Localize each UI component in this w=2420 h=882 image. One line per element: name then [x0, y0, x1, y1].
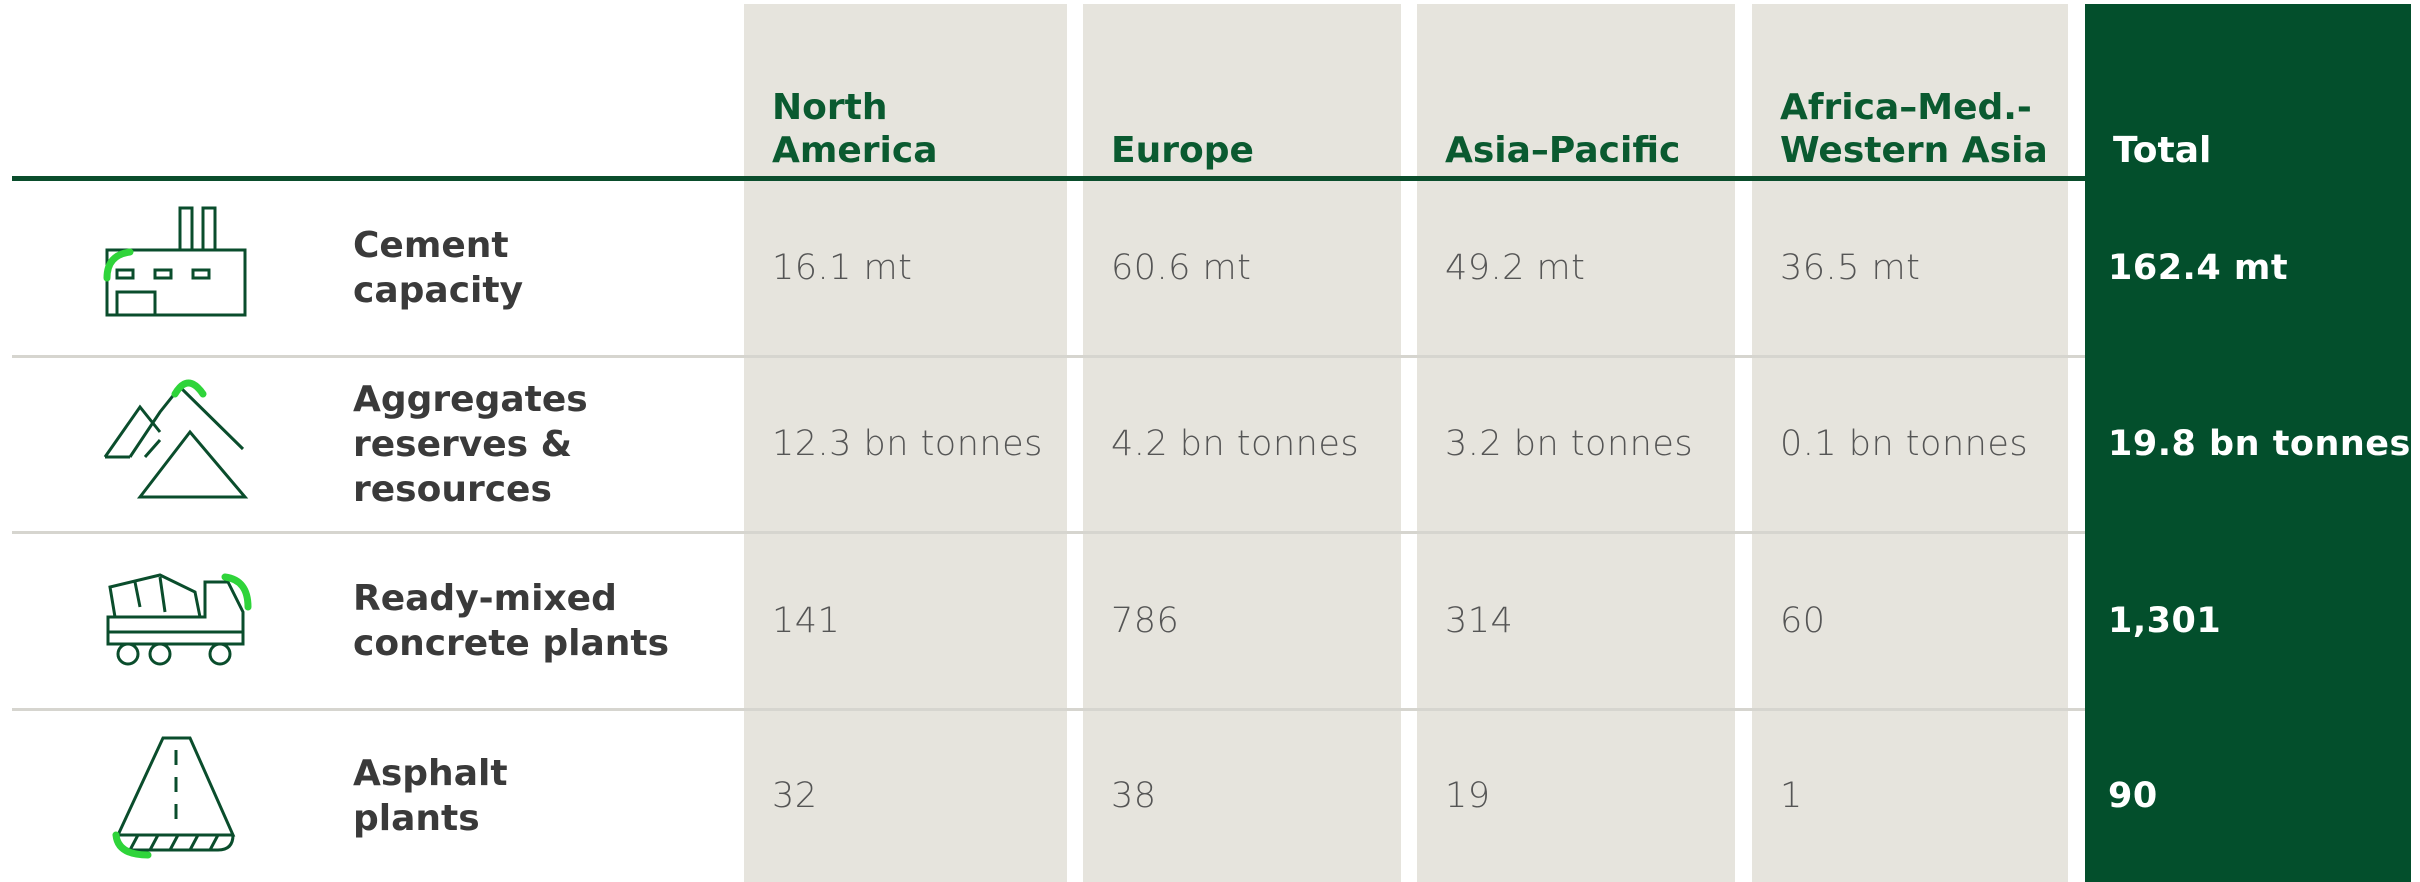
text-line: Europe — [1111, 130, 1254, 171]
value-cell: 19 — [1445, 775, 1491, 816]
value-cell: 314 — [1445, 600, 1514, 641]
text-line: plants — [353, 797, 480, 839]
column-bg — [1083, 4, 1401, 882]
value-cell: 141 — [772, 600, 841, 641]
total-cell: 90 — [2108, 775, 2158, 816]
text-line: Cement — [353, 224, 509, 266]
total-cell: 19.8 bn tonnes — [2108, 424, 2411, 464]
value-cell: 38 — [1111, 775, 1157, 816]
row-label: Asphalt plants — [353, 709, 508, 882]
column-header: Asia–Pacific — [1445, 0, 1733, 172]
value-cell: 786 — [1111, 600, 1180, 641]
column-header: Europe — [1111, 0, 1399, 172]
value-cell: 60 — [1780, 600, 1826, 641]
total-cell: 162.4 mt — [2108, 247, 2289, 288]
row-separator — [12, 355, 2085, 358]
value-cell: 4.2 bn tonnes — [1111, 424, 1360, 464]
total-cell: 1,301 — [2108, 600, 2222, 641]
text-line: America — [772, 130, 938, 171]
value-cell: 0.1 bn tonnes — [1780, 424, 2029, 464]
aggregates-icon — [103, 379, 249, 499]
text-line: Asia–Pacific — [1445, 130, 1681, 171]
value-cell: 32 — [772, 775, 818, 816]
text-line: Africa–Med.- — [1780, 87, 2032, 128]
row-separator — [12, 531, 2085, 534]
concrete-truck-icon — [106, 573, 252, 666]
text-line: North — [772, 87, 888, 128]
value-cell: 36.5 mt — [1780, 247, 1921, 288]
column-bg — [2085, 4, 2411, 882]
text-line: Aggregates — [353, 378, 588, 420]
column-bg — [1752, 4, 2068, 882]
row-label: Cement capacity — [353, 179, 523, 356]
value-cell: 3.2 bn tonnes — [1445, 424, 1694, 464]
text-line: Total — [2113, 130, 2212, 171]
text-line: concrete plants — [353, 622, 670, 664]
column-bg — [744, 4, 1067, 882]
value-cell: 12.3 bn tonnes — [772, 424, 1043, 464]
cement-icon — [103, 206, 247, 317]
text-line: Asphalt — [353, 752, 508, 794]
text-line: Western Asia — [1780, 130, 2048, 171]
text-line: reserves & — [353, 423, 573, 465]
column-header: North America — [772, 0, 1065, 172]
row-label: Aggregates reserves & resources — [353, 356, 588, 532]
column-header: Africa–Med.- Western Asia — [1780, 0, 2066, 172]
column-bg — [1417, 4, 1735, 882]
text-line: Ready-mixed — [353, 577, 617, 619]
value-cell: 60.6 mt — [1111, 247, 1252, 288]
value-cell: 49.2 mt — [1445, 247, 1586, 288]
row-separator — [12, 708, 2085, 711]
column-header: Total — [2113, 0, 2409, 172]
value-cell: 1 — [1780, 775, 1803, 816]
asphalt-icon — [112, 736, 236, 859]
row-label: Ready-mixed concrete plants — [353, 532, 669, 709]
text-line: capacity — [353, 269, 524, 311]
text-line: resources — [353, 468, 552, 510]
header-rule — [12, 176, 2085, 181]
value-cell: 16.1 mt — [772, 247, 913, 288]
